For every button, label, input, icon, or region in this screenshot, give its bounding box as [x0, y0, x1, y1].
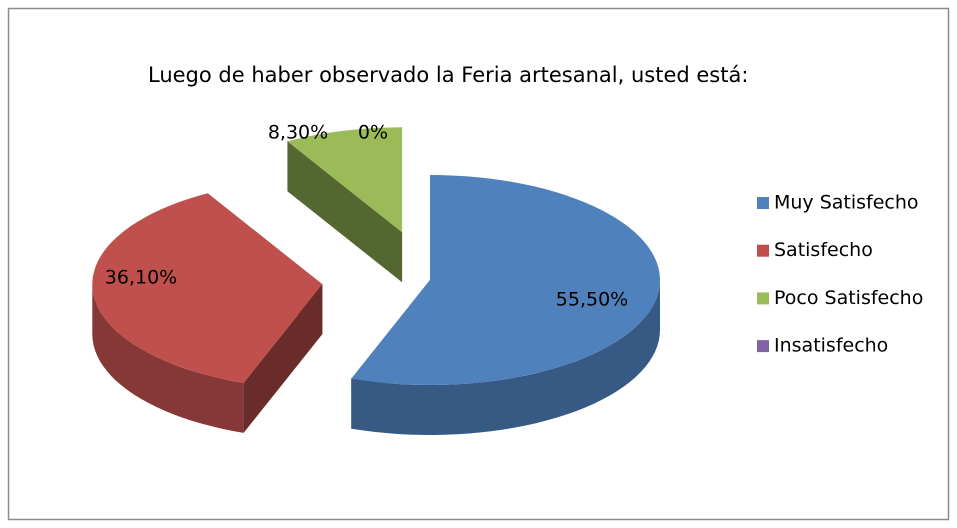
legend-label: Muy Satisfecho	[774, 192, 919, 214]
data-label: 55,50%	[556, 289, 628, 311]
legend-label: Insatisfecho	[774, 335, 888, 357]
legend-swatch	[757, 244, 769, 257]
legend-swatch	[757, 197, 769, 209]
slice	[287, 127, 403, 233]
data-label: 8,30%	[268, 122, 328, 144]
legend-label: Satisfecho	[774, 239, 873, 261]
slice-side	[243, 284, 323, 433]
slice	[92, 193, 323, 383]
legend-swatch	[757, 340, 769, 353]
chart-title: Luego de haber observado la Feria artesa…	[148, 63, 748, 87]
slice-side	[351, 280, 660, 435]
pie: 55,50% 36,10% 8,30% 0%	[92, 122, 660, 435]
data-label: 36,10%	[105, 267, 177, 289]
legend-swatch	[757, 292, 769, 305]
slice	[351, 175, 660, 385]
slice-side	[92, 284, 244, 433]
legend-label: Poco Satisfecho	[774, 287, 923, 309]
legend: Muy Satisfecho Satisfecho Poco Satisfecho I…	[757, 192, 923, 357]
slice-side	[287, 141, 403, 283]
data-label: 0%	[358, 122, 388, 144]
